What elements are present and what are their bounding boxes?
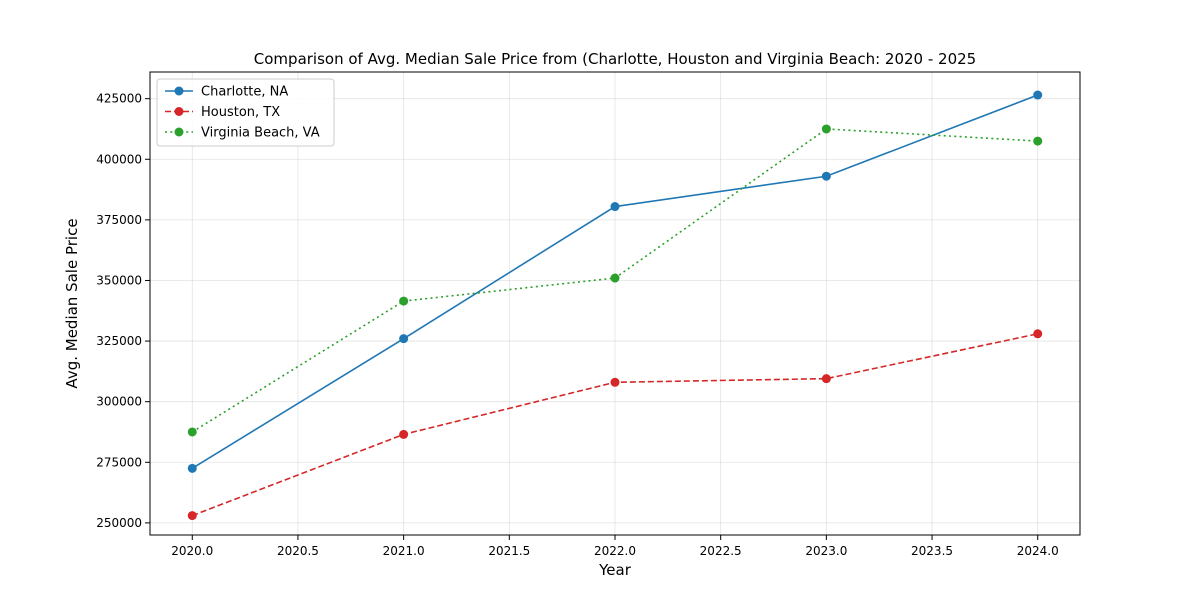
- y-tick-label: 425000: [96, 92, 142, 106]
- series-virginia-beach-va: [187, 124, 1043, 437]
- legend-box: [156, 78, 335, 147]
- data-point-houston-tx: [187, 511, 197, 521]
- y-tick-label: 400000: [96, 152, 142, 166]
- x-tick-label: 2023.0: [805, 544, 847, 558]
- axis-ticks: 2020.0 2020.5 2021.0 2021.5 2022.0 2022.5 2023…: [96, 92, 1059, 558]
- series-layer: [187, 90, 1043, 521]
- data-point-charlotte-na: [187, 463, 197, 473]
- x-tick-label: 2021.5: [488, 544, 530, 558]
- legend-marker: [174, 86, 184, 96]
- data-point-virginia-beach-va: [1033, 136, 1043, 146]
- data-point-houston-tx: [821, 374, 831, 384]
- data-point-virginia-beach-va: [610, 273, 620, 283]
- legend: Charlotte, NA Houston, TX Virginia Beach, …: [156, 78, 335, 147]
- legend-item: Houston, TX: [165, 105, 280, 120]
- y-tick-label: 375000: [96, 213, 142, 227]
- data-point-virginia-beach-va: [187, 427, 197, 437]
- legend-marker: [174, 127, 184, 137]
- series-charlotte-na: [187, 90, 1043, 473]
- x-tick-label: 2022.0: [594, 544, 636, 558]
- data-point-virginia-beach-va: [399, 296, 409, 306]
- data-point-houston-tx: [610, 377, 620, 387]
- chart-title: Comparison of Avg. Median Sale Price fro…: [254, 50, 976, 68]
- data-point-houston-tx: [399, 429, 409, 439]
- data-point-charlotte-na: [399, 334, 409, 344]
- y-axis-label: Avg. Median Sale Price: [63, 218, 81, 388]
- y-tick-label: 350000: [96, 273, 142, 287]
- y-tick-label: 300000: [96, 395, 142, 409]
- x-tick-label: 2020.5: [277, 544, 319, 558]
- x-tick-label: 2020.0: [171, 544, 213, 558]
- legend-label: Houston, TX: [201, 105, 280, 120]
- data-point-charlotte-na: [610, 202, 620, 212]
- y-tick-label: 325000: [96, 334, 142, 348]
- data-point-houston-tx: [1033, 329, 1043, 339]
- series-houston-tx: [187, 329, 1043, 521]
- legend-label: Charlotte, NA: [201, 85, 288, 100]
- data-point-charlotte-na: [821, 171, 831, 181]
- data-point-charlotte-na: [1033, 90, 1043, 100]
- legend-marker: [174, 107, 184, 116]
- x-tick-label: 2024.0: [1017, 544, 1059, 558]
- legend-item: Charlotte, NA: [165, 85, 288, 100]
- x-tick-label: 2021.0: [383, 544, 425, 558]
- legend-item: Virginia Beach, VA: [165, 126, 320, 141]
- x-tick-label: 2023.5: [911, 544, 953, 558]
- y-tick-label: 275000: [96, 455, 142, 469]
- x-axis-label: Year: [598, 561, 632, 579]
- legend-label: Virginia Beach, VA: [201, 126, 320, 141]
- x-tick-label: 2022.5: [700, 544, 742, 558]
- data-point-virginia-beach-va: [821, 124, 831, 134]
- y-tick-label: 250000: [96, 516, 142, 530]
